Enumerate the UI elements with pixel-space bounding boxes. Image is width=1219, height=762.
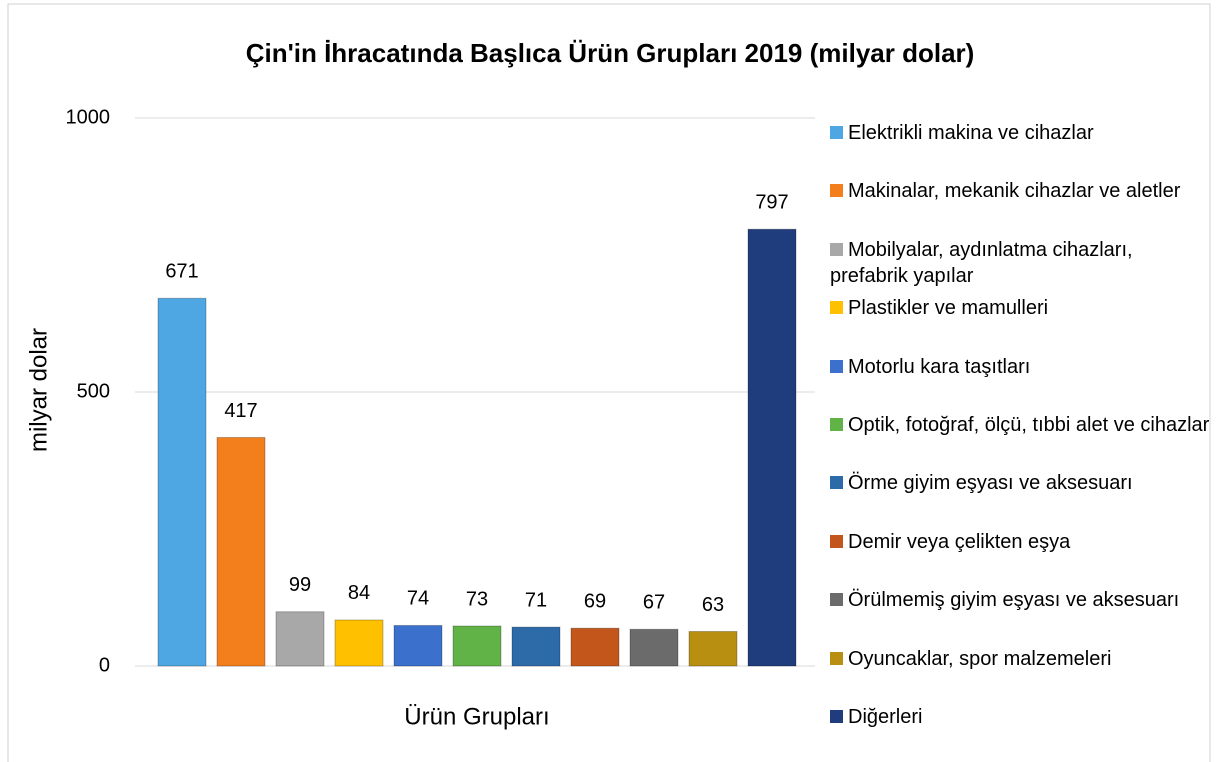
legend-swatch: [830, 126, 843, 139]
legend-swatch: [830, 710, 843, 723]
legend-swatch: [830, 359, 843, 373]
data-label: 67: [643, 592, 665, 614]
legend-entry: Makinalar, mekanik cihazlar ve aletler: [830, 178, 1210, 204]
bar: [275, 611, 325, 667]
legend-label: Motorlu kara taşıtları: [848, 355, 1031, 378]
bar: [334, 619, 384, 667]
data-label: 74: [407, 588, 429, 610]
bar: [452, 625, 502, 667]
bar: [629, 628, 679, 667]
data-label: 417: [224, 400, 257, 422]
legend-label: Örülmemiş giyim eşyası ve aksesuarı: [848, 589, 1180, 612]
legend-entry: Motorlu kara taşıtları: [830, 354, 1210, 380]
bar: [157, 297, 207, 667]
data-label: 84: [348, 582, 370, 604]
legend-label: Örme giyim eşyası ve aksesuarı: [848, 472, 1133, 495]
frame: [7, 3, 1211, 762]
y-tick-label: 500: [77, 380, 110, 402]
legend-entry: Mobilyalar, aydınlatma cihazları, prefab…: [830, 237, 1210, 289]
legend-label: Makinalar, mekanik cihazlar ve aletler: [848, 180, 1181, 203]
y-axis-label: milyar dolar: [25, 328, 52, 452]
bar: [216, 436, 266, 667]
bar: [570, 627, 620, 667]
legend-label: Elektrikli makina ve cihazlar: [848, 122, 1094, 144]
legend-entry: Oyuncaklar, spor malzemeleri: [830, 646, 1210, 672]
chart-title: Çin'in İhracatında Başlıca Ürün Grupları…: [246, 38, 975, 68]
data-label: 73: [466, 588, 488, 610]
bar: [393, 624, 443, 667]
legend-entry: Örme giyim eşyası ve aksesuarı: [830, 470, 1210, 496]
legend-swatch: [830, 593, 843, 607]
legend-swatch: [830, 242, 843, 256]
legend-entry: Diğerleri: [830, 704, 1210, 730]
y-tick-label: 1000: [66, 106, 111, 128]
bar: [688, 630, 738, 667]
legend-swatch: [830, 476, 843, 490]
data-label: 63: [702, 594, 724, 616]
legend-swatch: [830, 534, 843, 548]
data-label: 671: [165, 261, 198, 283]
legend-label: Mobilyalar, aydınlatma cihazları, prefab…: [830, 238, 1133, 287]
legend-label: Diğerleri: [848, 706, 923, 728]
legend-swatch: [830, 301, 843, 315]
data-label: 797: [755, 192, 788, 214]
legend-label: Oyuncaklar, spor malzemeleri: [848, 647, 1112, 670]
data-label: 69: [584, 590, 606, 612]
legend-label: Demir veya çelikten eşya: [848, 530, 1071, 553]
bar: [747, 228, 797, 667]
y-tick-label: 0: [99, 654, 110, 676]
legend-entry: Elektrikli makina ve cihazlar: [830, 120, 1210, 146]
legend-entry: Örülmemiş giyim eşyası ve aksesuarı: [830, 587, 1210, 613]
legend-entry: Demir veya çelikten eşya: [830, 529, 1210, 555]
legend-entry: Plastikler ve mamulleri: [830, 295, 1210, 321]
legend-swatch: [830, 418, 843, 431]
bar: [511, 626, 561, 667]
legend-label: Plastikler ve mamulleri: [848, 297, 1049, 320]
data-label: 99: [289, 574, 311, 596]
data-label: 71: [525, 589, 547, 611]
legend-swatch: [830, 651, 843, 665]
legend-entry: Optik, fotoğraf, ölçü, tıbbi alet ve cih…: [830, 412, 1210, 438]
legend-swatch: [830, 184, 843, 198]
x-tick-label: Ürün Grupları: [404, 703, 549, 730]
legend-label: Optik, fotoğraf, ölçü, tıbbi alet ve cih…: [848, 414, 1210, 436]
